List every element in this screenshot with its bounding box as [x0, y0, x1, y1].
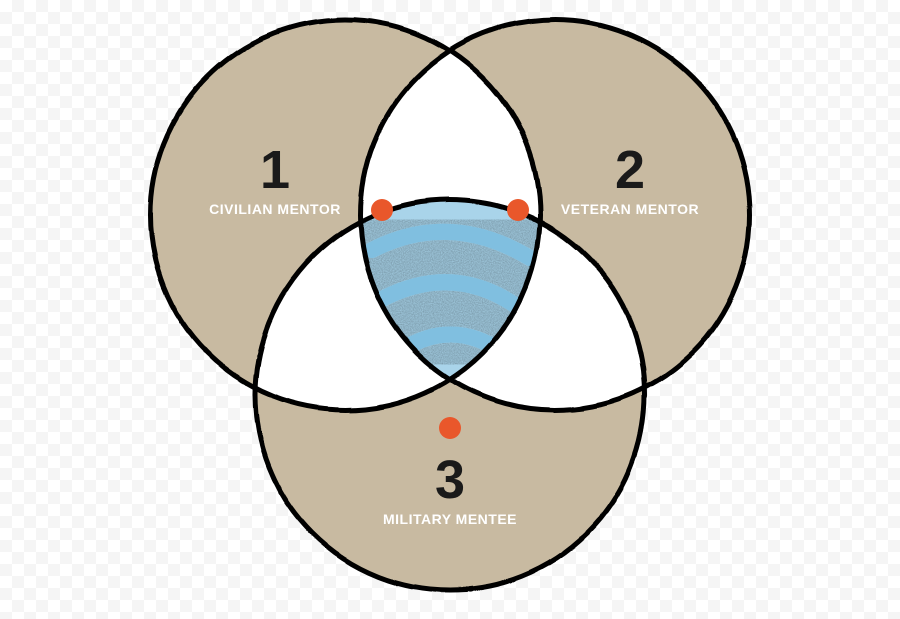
- dot-3: [439, 417, 461, 439]
- venn-center: [0, 0, 900, 619]
- dot-1: [371, 199, 393, 221]
- dot-2: [507, 199, 529, 221]
- venn-diagram: [0, 0, 900, 619]
